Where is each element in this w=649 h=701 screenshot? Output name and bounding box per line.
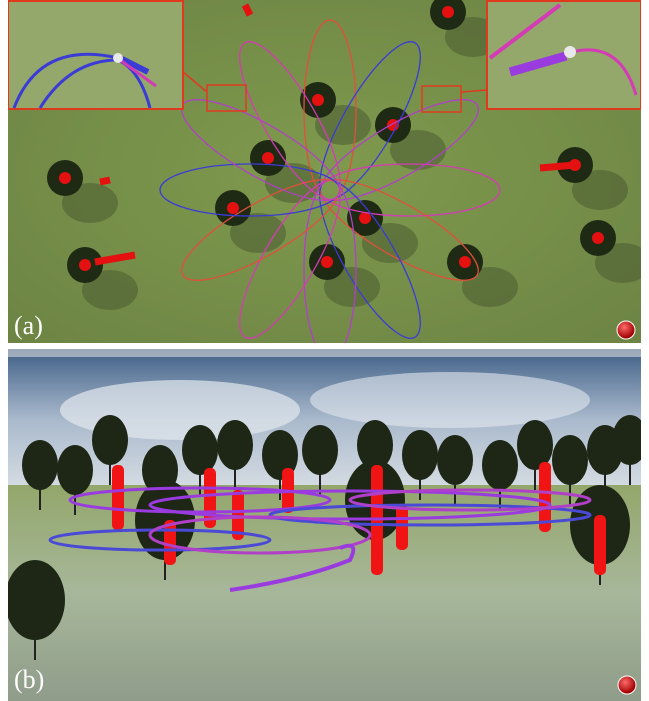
tree [437,435,473,485]
drone [113,53,123,63]
panel-label: (b) [14,665,44,694]
tree [612,415,648,465]
tree [402,430,438,480]
panel-a: (a) [8,0,649,360]
tree [92,415,128,465]
tree-points [262,152,274,164]
inset-left [8,1,183,109]
tree [302,425,338,475]
tree-points [459,256,471,268]
tree-points [594,515,606,575]
drone [564,46,576,58]
tree [552,435,588,485]
figure: (a) (b) [0,0,649,701]
tree-points [442,6,454,18]
tree [217,420,253,470]
tree [57,445,93,495]
toolbar [8,349,641,357]
cloud [310,372,590,428]
tree-points [540,165,575,168]
tree [22,440,58,490]
tree-points [79,259,91,271]
tree [482,440,518,490]
tree-points [112,465,124,530]
tree-points [396,505,408,550]
tree-points [100,180,110,182]
inset-right [487,1,641,109]
tree-points [592,232,604,244]
panel-b: (b) [5,349,648,701]
tree [182,425,218,475]
tree-points [321,256,333,268]
record-button [617,321,635,339]
tree-points [59,172,71,184]
tree [5,560,65,640]
record-button [618,676,636,694]
tree-points [245,5,250,15]
tree-points [312,94,324,106]
panel-label: (a) [14,311,43,340]
tree-points [227,202,239,214]
